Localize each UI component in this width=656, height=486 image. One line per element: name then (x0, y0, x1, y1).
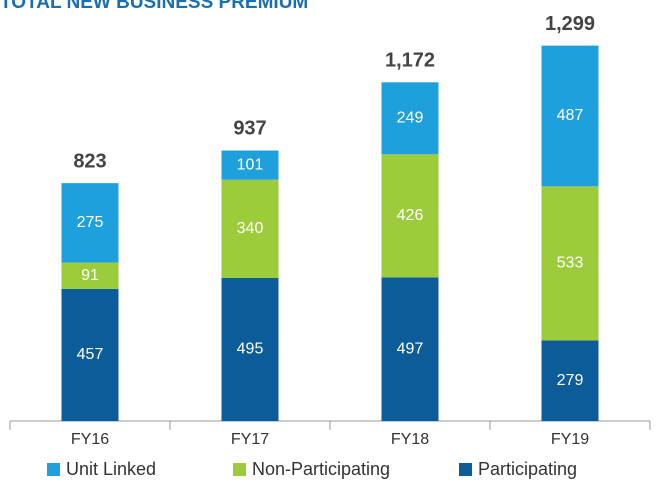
segment-label: 533 (557, 255, 584, 272)
x-tick-label: FY19 (551, 431, 589, 448)
bar-segment (541, 340, 599, 421)
segment-label: 91 (81, 267, 99, 284)
segment-label: 340 (237, 220, 264, 237)
bar-segment (381, 154, 439, 278)
bar-segment (541, 45, 599, 187)
x-tick-label: FY17 (231, 431, 269, 448)
bar-segment (61, 262, 119, 289)
bar-segment (221, 150, 279, 180)
x-tick-label: FY16 (71, 431, 109, 448)
chart-title: TOTAL NEW BUSINESS PREMIUM (0, 0, 308, 13)
legend-label: Participating (478, 459, 577, 479)
total-label: 1,299 (545, 13, 595, 35)
legend-swatch (459, 463, 472, 476)
segment-label: 497 (397, 340, 424, 357)
legend-label: Unit Linked (66, 459, 156, 479)
bar-segment (381, 82, 439, 155)
bar-segment (61, 288, 119, 421)
segment-label: 249 (397, 109, 424, 126)
segment-label: 101 (237, 156, 264, 173)
bar-segment (221, 179, 279, 278)
total-label: 937 (233, 117, 266, 139)
bar-segment (61, 183, 119, 263)
segment-label: 495 (237, 341, 264, 358)
segment-label: 275 (77, 214, 104, 231)
total-label: 1,172 (385, 50, 435, 72)
legend-swatch (47, 463, 60, 476)
segment-label: 457 (77, 346, 104, 363)
segment-label: 426 (397, 207, 424, 224)
bar-segment (381, 277, 439, 421)
bar-segment (221, 277, 279, 421)
segment-label: 487 (557, 107, 584, 124)
legend-swatch (233, 463, 246, 476)
bar-segment (541, 186, 599, 341)
total-label: 823 (73, 150, 106, 172)
x-tick-label: FY18 (391, 431, 429, 448)
segment-label: 279 (557, 372, 584, 389)
legend-label: Non-Participating (252, 459, 390, 479)
